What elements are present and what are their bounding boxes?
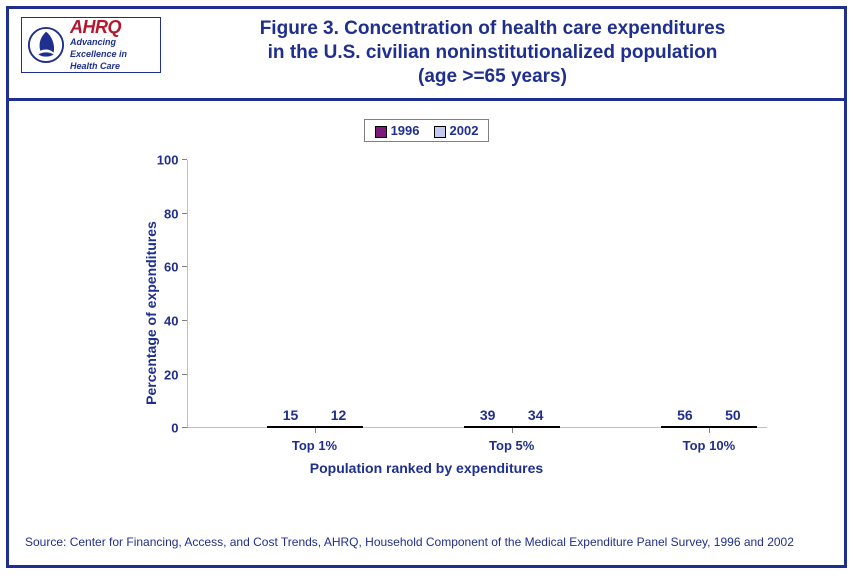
y-tick-label: 0: [171, 421, 186, 436]
ahrq-tagline-3: Health Care: [70, 62, 127, 72]
x-axis-label: Population ranked by expenditures: [67, 460, 787, 476]
x-tick-mark: [512, 428, 513, 433]
bar: 50: [709, 426, 757, 428]
source-note: Source: Center for Financing, Access, an…: [25, 535, 828, 551]
y-tick-mark: [182, 266, 187, 267]
bars-layer: 1512Top 1%3934Top 5%5650Top 10%: [187, 160, 767, 428]
figure-title: Figure 3. Concentration of health care e…: [173, 17, 832, 88]
ahrq-text: AHRQ Advancing Excellence in Health Care: [70, 18, 127, 72]
title-line-1: Figure 3. Concentration of health care e…: [173, 17, 812, 41]
legend-wrap: 1996 2002: [9, 101, 844, 148]
bar-value-label: 56: [677, 407, 693, 423]
ahrq-tagline-1: Advancing: [70, 38, 127, 48]
chart-area: Percentage of expenditures 1512Top 1%393…: [67, 148, 787, 478]
y-tick-mark: [182, 427, 187, 428]
y-tick-mark: [182, 374, 187, 375]
y-tick-label: 60: [164, 260, 186, 275]
figure-frame: AHRQ Advancing Excellence in Health Care…: [6, 6, 847, 568]
category-label: Top 5%: [442, 438, 582, 453]
hhs-seal-icon: [27, 26, 65, 64]
bar: 34: [512, 426, 560, 428]
bar: 56: [661, 426, 709, 428]
legend-item-2002: 2002: [434, 123, 479, 138]
y-tick-mark: [182, 159, 187, 160]
ahrq-logo: AHRQ Advancing Excellence in Health Care: [21, 17, 161, 73]
bar-value-label: 12: [331, 407, 347, 423]
category-label: Top 10%: [639, 438, 779, 453]
title-line-3: (age >=65 years): [173, 65, 812, 89]
title-line-2: in the U.S. civilian noninstitutionalize…: [173, 41, 812, 65]
bar: 12: [315, 426, 363, 428]
y-tick-label: 80: [164, 206, 186, 221]
y-tick-label: 100: [157, 153, 187, 168]
ahrq-brand: AHRQ: [70, 18, 127, 36]
ahrq-tagline-2: Excellence in: [70, 50, 127, 60]
y-tick-label: 40: [164, 314, 186, 329]
bar-value-label: 15: [283, 407, 299, 423]
bar-value-label: 50: [725, 407, 741, 423]
legend: 1996 2002: [364, 119, 490, 142]
category-label: Top 1%: [245, 438, 385, 453]
x-tick-mark: [709, 428, 710, 433]
header: AHRQ Advancing Excellence in Health Care…: [9, 9, 844, 101]
swatch-2002: [434, 126, 446, 138]
y-tick-label: 20: [164, 367, 186, 382]
bar: 39: [464, 426, 512, 428]
plot-region: 1512Top 1%3934Top 5%5650Top 10% 02040608…: [187, 160, 767, 428]
y-tick-mark: [182, 213, 187, 214]
bar-value-label: 39: [480, 407, 496, 423]
swatch-1996: [375, 126, 387, 138]
y-axis-label: Percentage of expenditures: [142, 221, 158, 405]
bar-value-label: 34: [528, 407, 544, 423]
legend-item-1996: 1996: [375, 123, 420, 138]
bar: 15: [267, 426, 315, 428]
y-tick-mark: [182, 320, 187, 321]
x-tick-mark: [315, 428, 316, 433]
